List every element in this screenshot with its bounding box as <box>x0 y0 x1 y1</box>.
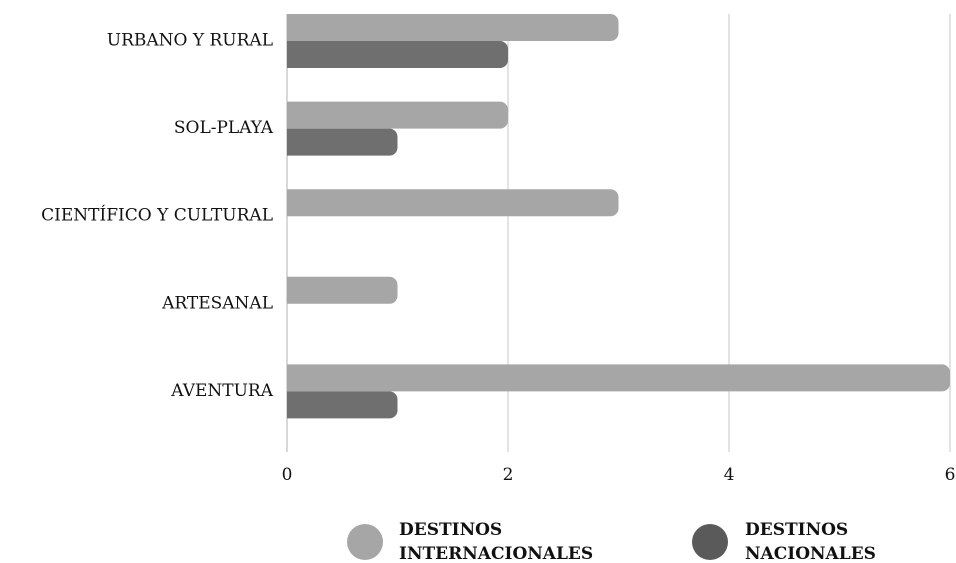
legend-label-1-line-1: DESTINOS <box>399 520 502 540</box>
category-label-urbano-y-rural: URBANO Y RURAL <box>107 31 273 51</box>
category-label-artesanal: ARTESANAL <box>161 293 273 313</box>
legend: DESTINOS INTERNACIONALES DESTINOS NACIONALE… <box>347 520 876 563</box>
category-label-aventura: AVENTURA <box>170 381 273 401</box>
legend-swatch-2 <box>692 524 728 560</box>
category-label-sol-playa: SOL-PLAYA <box>174 118 274 138</box>
bars <box>287 14 950 419</box>
bar-sol-playa-destinos-internacionales <box>287 101 508 129</box>
bar-urbano-y-rural-destinos-internacionales <box>287 14 619 41</box>
x-tick-label-0: 0 <box>282 465 293 485</box>
category-label-cientifico-y-cultural: CIENTÍFICO Y CULTURAL <box>41 205 273 226</box>
x-tick-labels: 0 2 4 6 <box>282 465 956 485</box>
bar-aventura-destinos-internacionales <box>287 364 950 392</box>
legend-swatch-1 <box>347 524 383 560</box>
x-tick-label-2: 2 <box>503 465 514 485</box>
bar-aventura-destinos-nacionales <box>287 391 398 419</box>
legend-label-2-line-2: NACIONALES <box>745 544 876 563</box>
x-tick-label-4: 4 <box>724 465 735 485</box>
legend-label-1-line-2: INTERNACIONALES <box>399 544 593 563</box>
legend-label-2-line-1: DESTINOS <box>745 520 848 540</box>
bar-artesanal-destinos-internacionales <box>287 276 398 304</box>
bar-sol-playa-destinos-nacionales <box>287 128 398 156</box>
x-tick-label-6: 6 <box>945 465 956 485</box>
bar-cientifico-y-cultural-destinos-internacionales <box>287 189 619 217</box>
category-labels: URBANO Y RURAL SOL-PLAYA CIENTÍFICO Y CULT… <box>41 31 274 401</box>
bar-urbano-y-rural-destinos-nacionales <box>287 41 508 68</box>
